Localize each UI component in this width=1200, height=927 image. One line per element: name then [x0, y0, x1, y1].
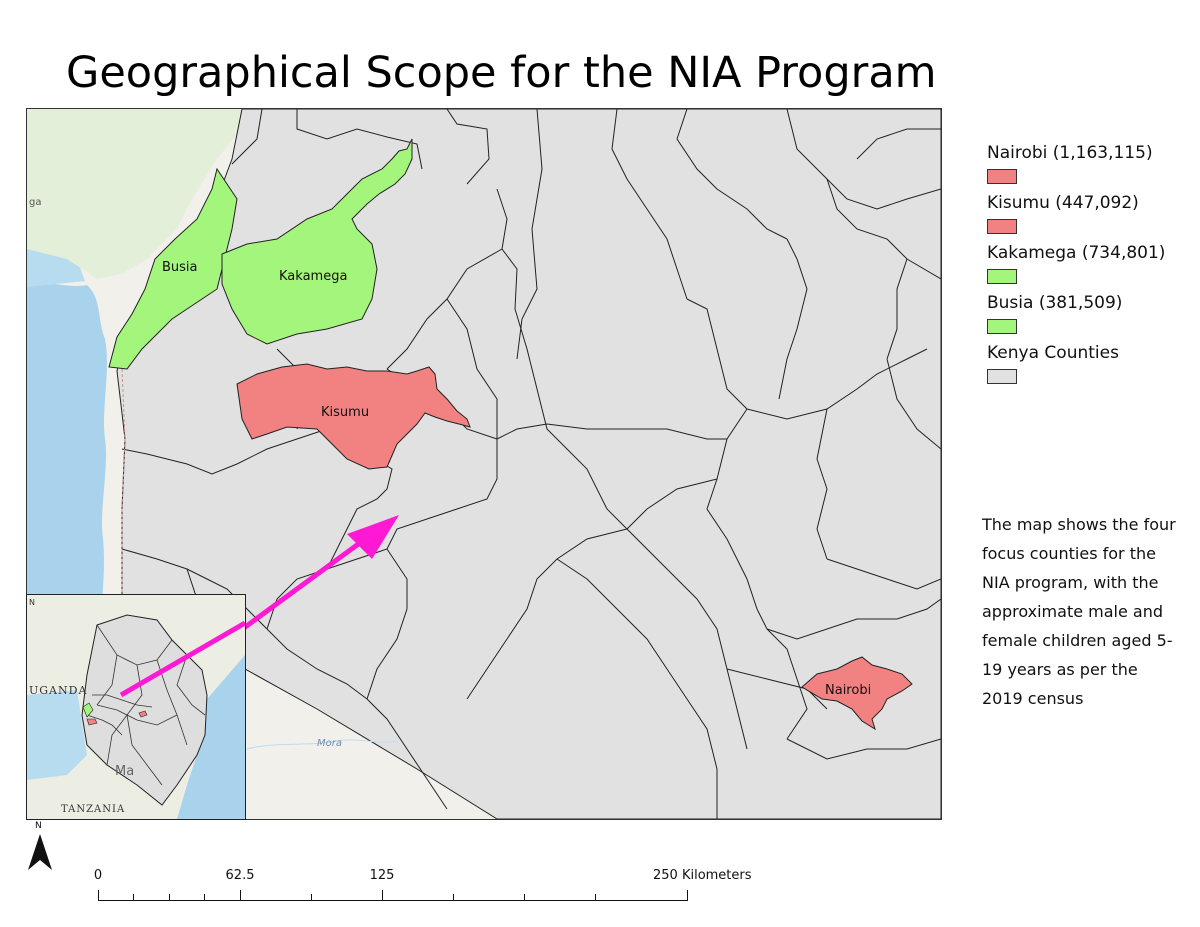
scale-label-125: 125	[369, 868, 395, 883]
inset-label-uganda: UGANDA	[29, 684, 87, 697]
legend: Nairobi (1,163,115) Kisumu (447,092) Kak…	[987, 143, 1192, 393]
basemap-greenery	[27, 109, 242, 279]
inset-map[interactable]: UGANDA TANZANIA Ma N	[26, 594, 246, 820]
legend-swatch	[987, 219, 1017, 234]
inset-focus-kisumu	[86, 718, 98, 726]
scale-tick	[382, 890, 383, 901]
county-busia[interactable]	[108, 167, 238, 370]
pointer-arrow-head	[347, 515, 399, 559]
scale-label-250: 250 Kilometers	[653, 868, 752, 883]
label-nairobi: Nairobi	[825, 683, 871, 698]
legend-item-busia: Busia (381,509)	[987, 293, 1192, 343]
county-kisumu[interactable]	[236, 363, 471, 470]
scale-tick	[595, 894, 596, 901]
scale-label-62-5: 62.5	[225, 868, 255, 883]
inset-label-tanzania: TANZANIA	[61, 804, 125, 815]
scale-tick	[133, 894, 134, 901]
legend-swatch	[987, 319, 1017, 334]
inset-boundaries	[86, 624, 206, 786]
legend-item-kenya-counties: Kenya Counties	[987, 343, 1192, 393]
label-kakamega: Kakamega	[279, 269, 347, 284]
scale-bar: 0 62.5 125 250 Kilometers	[90, 868, 790, 908]
inset-ocean	[177, 655, 245, 819]
north-arrow-shape	[28, 834, 52, 870]
legend-label: Busia (381,509)	[987, 293, 1123, 313]
scale-tick	[453, 894, 454, 901]
legend-label: Kisumu (447,092)	[987, 193, 1139, 213]
scale-label-0: 0	[93, 868, 103, 883]
basemap-label-ga: ga	[29, 197, 41, 208]
county-boundaries	[121, 109, 941, 819]
map-title: Geographical Scope for the NIA Program	[66, 48, 937, 98]
inset-canvas: UGANDA TANZANIA Ma N	[27, 595, 245, 819]
inset-focus-nairobi	[138, 710, 148, 718]
north-arrow: N	[26, 820, 56, 880]
scale-tick	[524, 894, 525, 901]
river-line	[246, 739, 398, 750]
scale-tick	[98, 890, 99, 901]
county-kakamega[interactable]	[221, 138, 413, 345]
scale-tick	[240, 890, 241, 901]
legend-label: Kakamega (734,801)	[987, 243, 1166, 263]
inset-pointer-arrow	[119, 620, 245, 698]
scale-tick	[687, 890, 688, 901]
legend-item-kakamega: Kakamega (734,801)	[987, 243, 1192, 293]
label-busia: Busia	[162, 260, 198, 275]
label-kisumu: Kisumu	[321, 405, 369, 420]
north-arrow-icon: N	[28, 821, 52, 870]
legend-swatch	[987, 169, 1017, 184]
legend-label: Kenya Counties	[987, 343, 1119, 363]
legend-swatch	[987, 369, 1017, 384]
inset-label-n: N	[29, 598, 35, 607]
international-border	[121, 368, 126, 609]
legend-label: Nairobi (1,163,115)	[987, 143, 1153, 163]
county-nairobi[interactable]	[801, 656, 913, 731]
legend-swatch	[987, 269, 1017, 284]
inset-focus-west	[82, 702, 94, 718]
inset-lake	[27, 690, 87, 780]
basemap-label-mora: Mora	[317, 738, 342, 749]
legend-item-kisumu: Kisumu (447,092)	[987, 193, 1192, 243]
scale-line	[98, 900, 688, 901]
inset-label-ma: Ma	[115, 764, 134, 779]
legend-item-nairobi: Nairobi (1,163,115)	[987, 143, 1192, 193]
map-description: The map shows the four focus counties fo…	[982, 515, 1176, 708]
scale-tick	[204, 894, 205, 901]
north-label: N	[35, 821, 42, 831]
scale-tick	[169, 894, 170, 901]
scale-tick	[311, 894, 312, 901]
